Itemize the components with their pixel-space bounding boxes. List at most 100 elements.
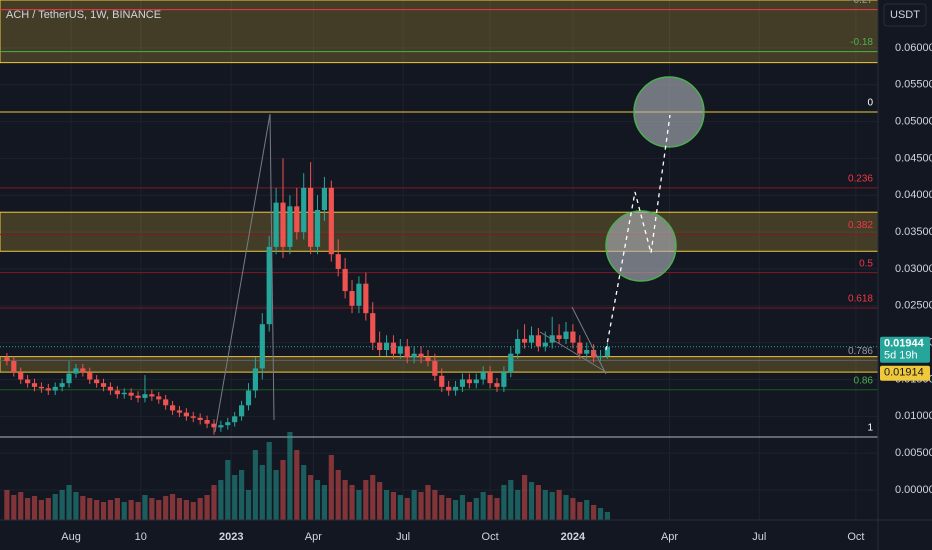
x-tick-label: Jul [396,531,410,543]
volume-bar [128,500,134,520]
volume-bar [107,500,114,520]
volume-bar [204,495,210,520]
candle-body [287,206,293,247]
volume-bar [584,500,590,520]
candle-body [335,254,341,269]
volume-bar [11,495,17,520]
volume-bar [556,490,562,520]
volume-bar [314,480,321,520]
candle-body [501,372,507,387]
volume-bar [280,460,286,520]
volume-bar [535,485,541,520]
fib-label: 0.86 [854,375,874,386]
price-zone [0,211,879,252]
volume-bar [328,455,334,520]
volume-bar [425,485,431,520]
volume-bar [418,492,424,520]
volume-bar [142,495,148,520]
volume-bar [577,502,583,520]
volume-bar [549,492,555,520]
volume-layer [4,432,611,520]
marker-price-label: 0.01914 [884,367,924,379]
candle-body [280,202,286,247]
volume-bar [87,498,93,520]
candle-body [149,394,155,397]
candle-body [183,412,189,417]
fib-label: 0.786 [848,346,873,357]
candle-body [535,335,541,347]
y-tick-label: 0.05000 [895,115,932,127]
volume-bar [245,490,252,520]
candle-body [245,390,252,406]
volume-bar [252,450,258,520]
candle-body [80,368,86,373]
volume-bar [169,494,176,520]
volume-bar [149,498,155,520]
candle-body [218,425,224,428]
candle-body [273,202,279,247]
drawing-line [539,331,607,373]
candle-body [370,313,376,343]
candle-body [487,372,493,384]
currency-label[interactable]: USDT [890,9,920,21]
x-tick-label: Aug [61,531,81,543]
volume-bar [439,495,445,520]
volume-bar [363,480,369,520]
candle-body [107,386,114,391]
volume-bar [591,505,597,520]
volume-bar [480,492,486,520]
candle-body [169,405,176,411]
candle-body [584,350,590,354]
candle-body [176,410,183,413]
candle-body [73,368,79,374]
candle-body [363,283,369,314]
volume-bar [501,485,507,520]
candle-body [25,379,31,384]
volume-bar [411,490,417,520]
volume-bar [266,442,272,520]
candle-body [114,390,120,395]
volume-bar [59,490,65,520]
candle-body [542,342,548,347]
candle-body [94,379,100,384]
volume-bar [100,502,107,520]
drawing-line [214,113,271,433]
volume-bar [487,495,493,520]
plot-area [0,0,879,520]
candle-body [321,187,328,211]
candle-body [356,283,362,306]
volume-bar [31,496,38,520]
price-axis [878,0,932,550]
volume-bar [356,490,362,520]
candle-body [522,338,528,343]
chart-title: ACH / TetherUS, 1W, BINANCE [6,9,161,21]
target-circle [633,76,705,148]
candle-body [349,291,355,306]
candle-body [377,342,383,351]
candle-body [425,357,431,362]
x-tick-label: 2024 [561,531,586,543]
volume-bar [114,498,120,520]
candle-body [404,346,410,358]
drawing-line [269,113,275,421]
fib-label: -0.18 [850,37,873,48]
volume-bar [190,502,196,520]
fib-label: 0.5 [859,258,873,269]
candle-body [473,379,479,384]
volume-bar [66,485,72,520]
candle-body [480,372,486,380]
volume-bar [163,496,169,520]
y-tick-label: 0.05500 [895,79,932,91]
volume-bar [38,500,45,520]
currency-button[interactable] [883,3,927,27]
time-axis [0,520,878,550]
y-tick-label: 0.00000 [895,484,932,496]
candle-body [252,368,258,391]
y-tick-label: 0.02500 [895,300,932,312]
y-tick-label: 0.04500 [895,152,932,164]
x-tick-label: Apr [661,531,678,543]
x-tick-label: Apr [305,531,322,543]
fib-label: 0.618 [848,294,873,305]
y-tick-label: 0.03500 [895,226,932,238]
